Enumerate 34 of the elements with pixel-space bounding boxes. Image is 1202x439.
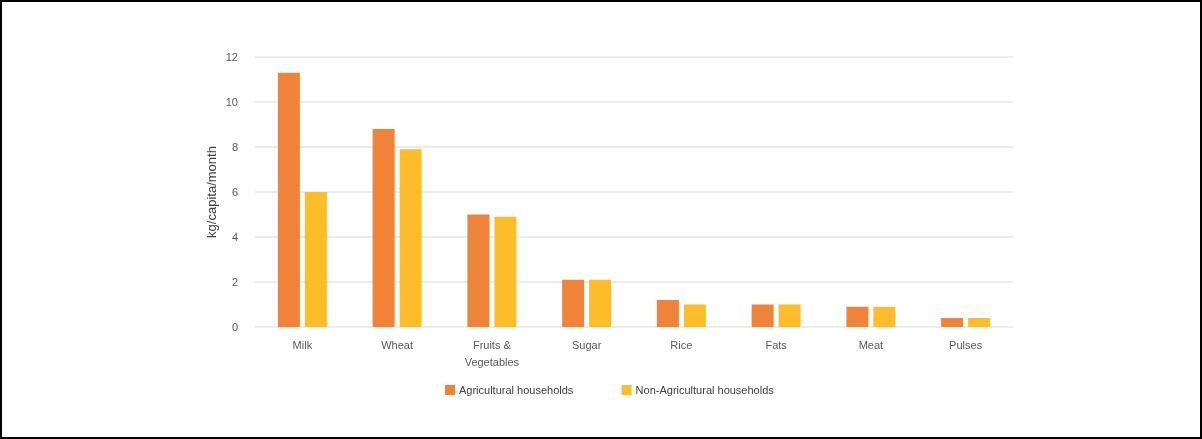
x-tick-label: Milk (292, 339, 313, 351)
legend-label: Agricultural households (459, 384, 574, 397)
bar (589, 279, 612, 327)
x-tick-label: Meat (858, 339, 884, 351)
x-tick-label: Wheat (381, 339, 414, 351)
y-tick-label: 8 (231, 140, 238, 153)
bar (968, 318, 991, 327)
bar (399, 149, 422, 327)
bar (277, 72, 300, 327)
y-tick-label: 4 (231, 230, 238, 243)
bar (751, 304, 774, 327)
bar (778, 304, 801, 327)
x-tick-label: Fruits & Vegetables (464, 339, 520, 368)
y-tick-label: 6 (231, 185, 238, 198)
x-tick-label: Sugar (571, 339, 602, 351)
y-axis-title: kg/capita/month (204, 146, 219, 238)
x-tick-label: Pulses (949, 339, 983, 351)
bar (656, 300, 679, 327)
y-tick-label: 2 (231, 275, 238, 288)
x-tick-label: Rice (670, 339, 693, 351)
y-tick-label: 0 (231, 320, 238, 333)
bar (846, 306, 869, 327)
legend-label: Non-Agricultural households (635, 384, 775, 397)
y-tick-label: 10 (225, 95, 238, 108)
bar (494, 216, 517, 327)
bar (304, 192, 327, 327)
x-tick-label: Fats (765, 339, 788, 351)
bar (941, 318, 964, 327)
bar (467, 214, 490, 327)
y-tick-label: 12 (225, 50, 238, 63)
bar (683, 304, 706, 327)
bar (873, 306, 896, 327)
bar (562, 279, 585, 327)
bar (372, 129, 395, 327)
